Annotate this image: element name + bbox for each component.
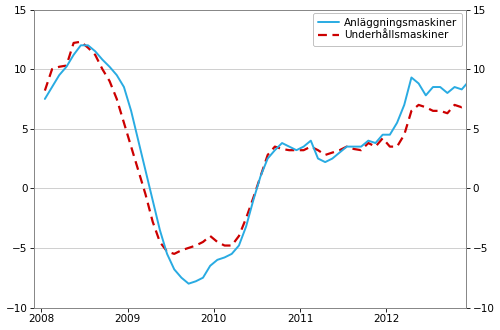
Legend: Anläggningsmaskiner, Underhållsmaskiner: Anläggningsmaskiner, Underhållsmaskiner bbox=[313, 13, 462, 46]
